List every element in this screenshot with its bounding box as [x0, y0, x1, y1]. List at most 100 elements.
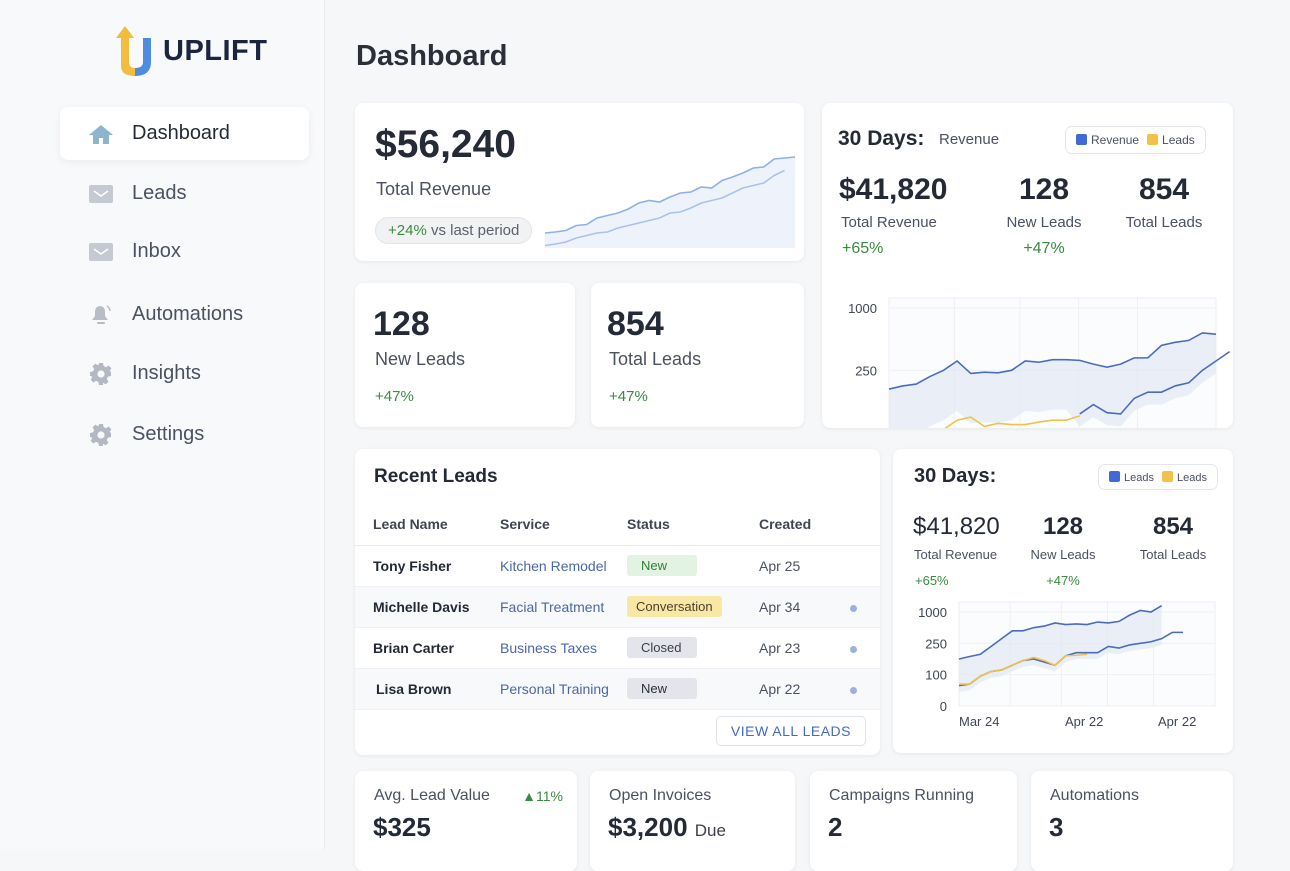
sidebar-item-label: Dashboard [132, 122, 230, 144]
new-leads-change: +47% [375, 388, 414, 405]
stat-revenue-change: +65% [915, 573, 949, 588]
lead-name[interactable]: Lisa Brown [355, 668, 500, 710]
brand-name: UPLIFT [163, 34, 268, 67]
lead-name[interactable]: Michelle Davis [355, 586, 500, 628]
legend-label: Leads [1124, 471, 1154, 484]
series-line-leads-3 [959, 653, 1088, 685]
metric-label: Automations [1050, 787, 1139, 804]
total-leads-change: +47% [609, 388, 648, 405]
sidebar-item-label: Insights [132, 362, 201, 384]
revenue-value: $56,240 [375, 123, 516, 166]
col-created[interactable]: Created [759, 503, 850, 546]
sparkline-area [545, 157, 795, 248]
metric-number: $325 [373, 812, 431, 842]
new-leads-label: New Leads [375, 349, 466, 369]
panel-title: 30 Days: [914, 465, 997, 487]
sidebar-item-label: Automations [132, 303, 244, 325]
y-tick-label: 1000 [918, 605, 947, 620]
col-status[interactable]: Status [627, 503, 759, 546]
metric-card-open-invoices: Open Invoices $3,200 Due [590, 771, 795, 871]
row-indicator-dot [850, 604, 857, 612]
metric-number: 3 [1049, 812, 1064, 842]
metric-number: $3,200 [608, 812, 688, 842]
stat-revenue-label: Total Revenue [841, 214, 937, 231]
metric-card-automations: Automations 3 [1031, 771, 1233, 871]
y-tick-label: 250 [855, 363, 877, 378]
series-line-revenue [888, 332, 1217, 390]
metric-card-avg-lead-value: Avg. Lead Value $325 ▲11% [355, 771, 577, 871]
metric-number: 2 [828, 812, 843, 842]
lead-service[interactable]: Business Taxes [500, 627, 627, 669]
recent-leads-table: Lead Name Service Status Created Tony Fi… [355, 503, 880, 710]
metric-card-campaigns-running: Campaigns Running 2 [810, 771, 1017, 871]
leads-30-days-panel: 30 Days: Leads Leads $41,820 Total Reven… [893, 449, 1233, 753]
row-indicator-dot [850, 645, 857, 653]
stat-revenue-label: Total Revenue [914, 547, 998, 562]
lead-service[interactable]: Kitchen Remodel [500, 545, 627, 587]
lead-service[interactable]: Personal Training [500, 668, 627, 710]
gear-icon [88, 423, 114, 446]
sidebar-item-leads[interactable]: Leads [60, 167, 309, 220]
revenue-30-days-panel: 30 Days: Revenue Revenue Leads $41,820 T… [822, 103, 1233, 428]
logo[interactable]: UPLIFT [115, 24, 268, 78]
sidebar-item-label: Inbox [132, 240, 181, 262]
col-lead-name[interactable]: Lead Name [355, 503, 500, 546]
total-leads-label: Total Leads [609, 349, 702, 369]
sparkline-revenue [545, 156, 795, 234]
panel-subtitle: Revenue [939, 131, 1000, 148]
col-service[interactable]: Service [500, 503, 627, 546]
view-all-leads-button[interactable]: VIEW ALL LEADS [715, 716, 866, 746]
status-badge: New [627, 678, 697, 699]
legend-label: Revenue [1091, 133, 1140, 147]
status-badge: Closed [627, 637, 697, 658]
sidebar-item-inbox[interactable]: Inbox [60, 225, 309, 278]
y-tick-label: 250 [925, 636, 947, 651]
sidebar-item-settings[interactable]: Settings [60, 408, 309, 461]
sidebar-item-label: Settings [132, 423, 205, 445]
legend-label: Leads [1162, 133, 1195, 147]
row-indicator-dot [850, 686, 857, 694]
stat-total-leads-value: 854 [1152, 513, 1194, 540]
series-line-leads [944, 415, 1080, 428]
recent-leads-title: Recent Leads [374, 466, 498, 487]
table-row[interactable]: Lisa Brown Personal Training New Apr 22 [355, 668, 880, 710]
y-tick-label: 500 [855, 426, 877, 428]
sidebar-item-dashboard[interactable]: Dashboard [60, 107, 309, 160]
metric-value: $3,200 Due [608, 812, 726, 843]
leads-line-chart: 0 100 250 1000 Mar 24 Apr 22 Apr 22 [918, 601, 1216, 729]
sidebar-item-label: Leads [132, 182, 187, 204]
stat-new-leads-label: New Leads [1030, 547, 1096, 562]
sidebar-item-automations[interactable]: Automations [60, 288, 309, 341]
legend-label: Leads [1176, 471, 1207, 484]
metric-value: $325 [373, 812, 431, 843]
recent-leads-card: Recent Leads Lead Name Service Status Cr… [355, 449, 880, 755]
lead-name[interactable]: Tony Fisher [355, 545, 500, 587]
y-tick-label: 100 [925, 668, 947, 683]
status-badge: New [627, 555, 697, 576]
metric-change: ▲11% [522, 788, 563, 804]
x-tick-label: Apr 22 [1158, 714, 1196, 729]
table-row[interactable]: Tony Fisher Kitchen Remodel New Apr 25 [355, 545, 880, 587]
y-tick-label: 0 [940, 699, 947, 714]
stat-revenue-value: $41,820 [839, 173, 948, 206]
lead-name[interactable]: Brian Carter [355, 627, 500, 669]
stat-revenue-value: $41,820 [913, 513, 1000, 540]
x-tick-label: Apr 22 [1065, 714, 1103, 729]
stat-new-leads-label: New Leads [1006, 214, 1082, 231]
x-tick-label: Mar 24 [959, 714, 999, 729]
revenue-sparkline [545, 156, 795, 248]
lead-service[interactable]: Facial Treatment [500, 586, 627, 628]
table-row[interactable]: Brian Carter Business Taxes Closed Apr 23 [355, 627, 880, 669]
metric-value: 2 [828, 812, 842, 843]
metric-suffix: Due [694, 821, 726, 840]
sidebar-item-insights[interactable]: Insights [60, 347, 309, 400]
table-row[interactable]: Michelle Davis Facial Treatment Conversati… [355, 586, 880, 628]
panel-title: 30 Days: [838, 127, 925, 150]
series-band [959, 605, 1162, 692]
bell-icon [88, 304, 114, 326]
stat-total-leads-label: Total Leads [1139, 547, 1207, 562]
total-revenue-card: $56,240 Total Revenue +24% vs last perio… [355, 103, 804, 261]
series-line-revenue-2 [1079, 350, 1231, 415]
chart-legend: Leads Leads [1098, 464, 1218, 490]
